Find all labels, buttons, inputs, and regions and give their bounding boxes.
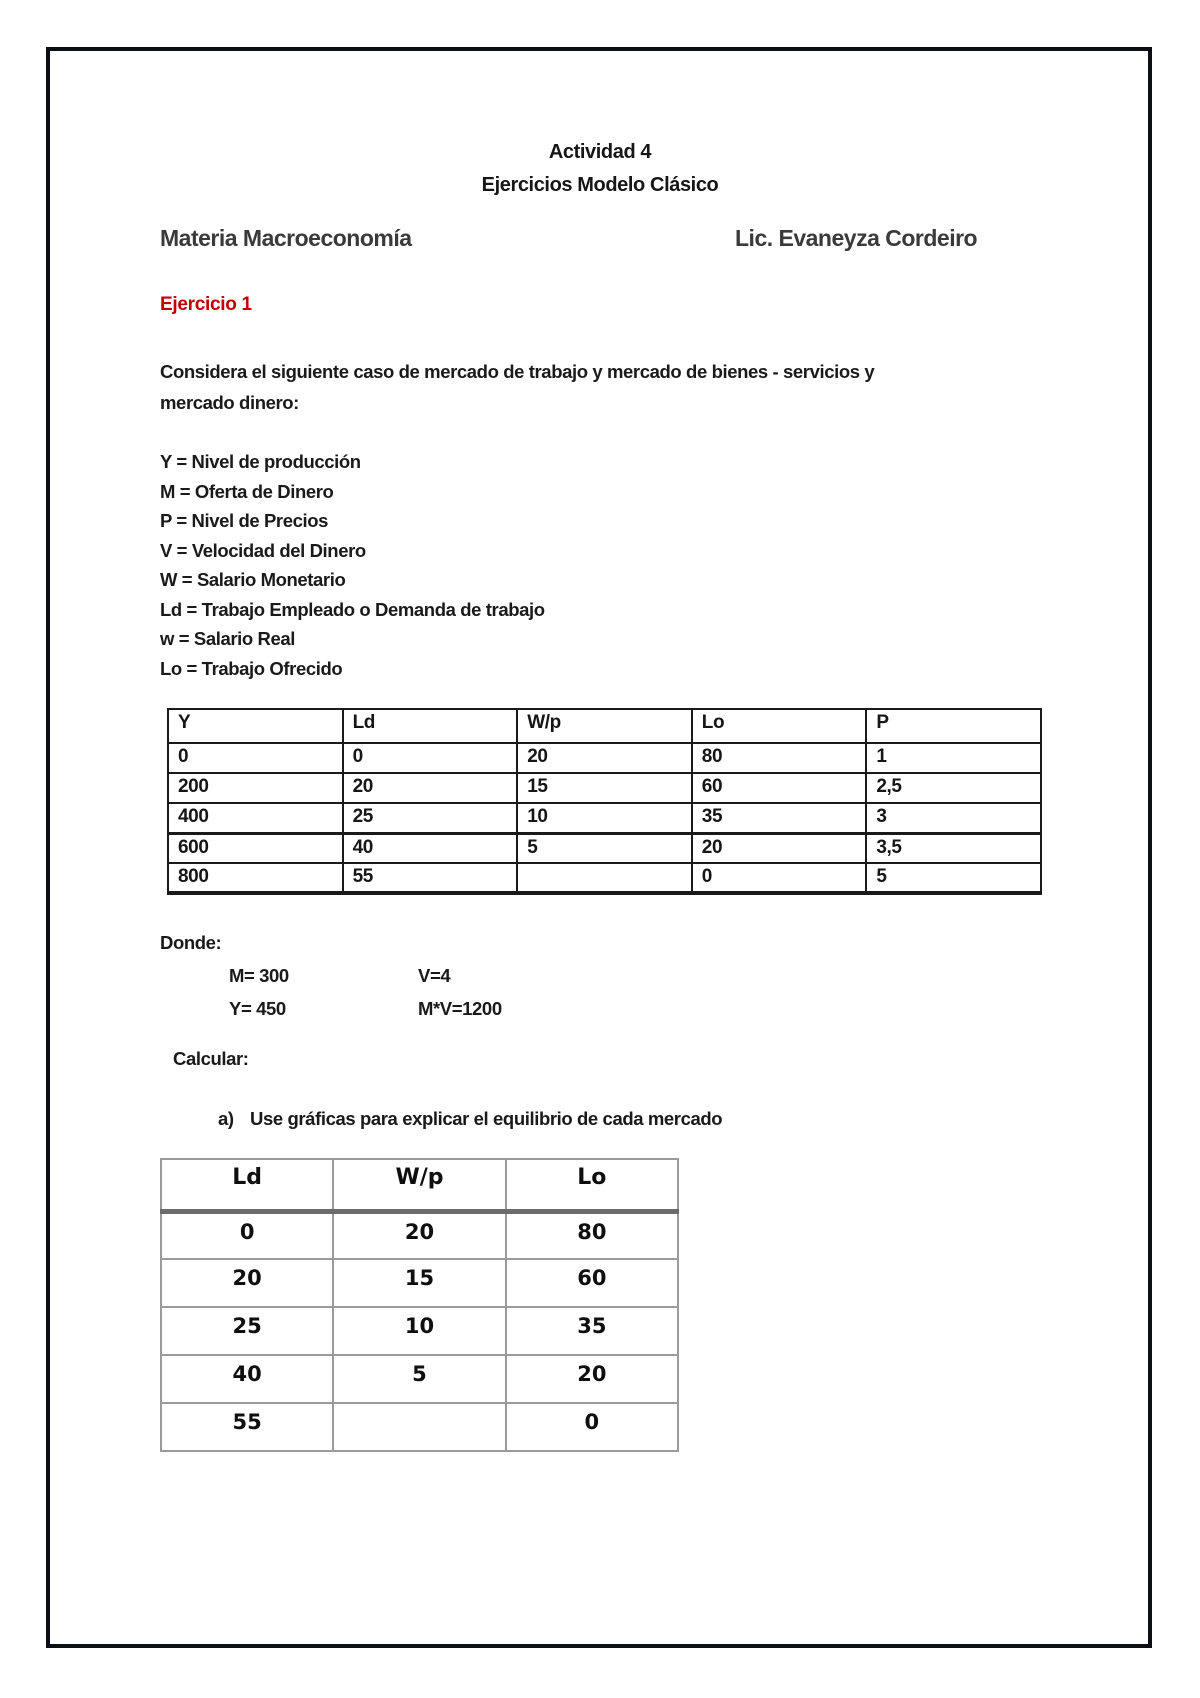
table-cell: 0 bbox=[341, 742, 519, 774]
column-header: Y bbox=[167, 708, 344, 744]
table-cell: 55 bbox=[159, 1402, 335, 1452]
table-cell: 200 bbox=[167, 772, 344, 804]
intro-paragraph: Considera el siguiente caso de mercado d… bbox=[160, 356, 875, 418]
table-cell bbox=[332, 1402, 507, 1452]
subject-label: Materia Macroeconomía bbox=[160, 225, 412, 251]
definition-item: w = Salario Real bbox=[160, 628, 295, 649]
list-item-a-text: Use gráficas para explicar el equilibrio… bbox=[250, 1108, 723, 1129]
table-cell: 80 bbox=[504, 1210, 680, 1260]
table-cell: 2,5 bbox=[865, 772, 1042, 804]
table-cell: 1 bbox=[865, 742, 1042, 774]
table-cell: 25 bbox=[159, 1306, 335, 1356]
intro-line2: mercado dinero: bbox=[160, 392, 299, 413]
table-cell: 40 bbox=[159, 1354, 335, 1404]
table-cell bbox=[516, 862, 693, 895]
teacher-name: Lic. Evaneyza Cordeiro bbox=[735, 225, 978, 251]
table-cell: 800 bbox=[167, 862, 344, 895]
definition-item: Lo = Trabajo Ofrecido bbox=[160, 657, 343, 679]
column-header: W/p bbox=[516, 708, 693, 744]
table-row: 25 10 35 bbox=[159, 1306, 680, 1356]
table-cell: 10 bbox=[516, 802, 693, 834]
given-value-y: Y= 450 bbox=[229, 998, 286, 1019]
table-cell: 20 bbox=[504, 1354, 680, 1404]
table-cell: 40 bbox=[341, 831, 519, 864]
exercise-heading: Ejercicio 1 bbox=[160, 294, 252, 315]
column-header: W/p bbox=[332, 1158, 507, 1214]
table-row: 400 25 10 35 3 bbox=[167, 802, 1042, 834]
calcular-label: Calcular: bbox=[173, 1048, 249, 1069]
data-table-main: Y Ld W/p Lo P 0 0 20 80 1 200 20 15 60 2… bbox=[167, 708, 1042, 895]
table-cell: 0 bbox=[159, 1210, 335, 1260]
column-header: Ld bbox=[159, 1158, 335, 1214]
table-cell: 20 bbox=[516, 742, 693, 774]
definition-item: M = Oferta de Dinero bbox=[160, 480, 334, 502]
table-cell: 20 bbox=[159, 1258, 335, 1308]
definition-item: W = Salario Monetario bbox=[160, 569, 346, 590]
table-cell: 15 bbox=[332, 1258, 507, 1308]
table-cell: 5 bbox=[516, 831, 693, 864]
document-title: Actividad 4 Ejercicios Modelo Clásico bbox=[160, 136, 1040, 202]
table-cell: 80 bbox=[690, 742, 868, 774]
definition-item: Ld = Trabajo Empleado o Demanda de traba… bbox=[160, 598, 545, 620]
definition-item: P = Nivel de Precios bbox=[160, 510, 329, 531]
list-item-a: a) Use gráficas para explicar el equilibr… bbox=[218, 1108, 723, 1130]
table-cell: 0 bbox=[167, 742, 344, 774]
table-cell: 20 bbox=[332, 1210, 507, 1260]
column-header: Ld bbox=[341, 708, 519, 744]
table-cell: 25 bbox=[341, 802, 519, 834]
intro-line1: Considera el siguiente caso de mercado d… bbox=[160, 361, 875, 382]
table-cell: 5 bbox=[332, 1354, 507, 1404]
table-row: 0 0 20 80 1 bbox=[167, 742, 1042, 774]
column-header: Lo bbox=[504, 1158, 680, 1214]
table-row: 40 5 20 bbox=[159, 1354, 680, 1404]
table-cell: 400 bbox=[167, 802, 344, 834]
table-cell: 55 bbox=[341, 862, 519, 895]
table-cell: 10 bbox=[332, 1306, 507, 1356]
variable-definitions: Y = Nivel de producción M = Oferta de Di… bbox=[160, 447, 545, 683]
definition-item: V = Velocidad del Dinero bbox=[160, 539, 366, 561]
table-cell: 20 bbox=[341, 772, 519, 804]
table-cell: 15 bbox=[516, 772, 693, 804]
list-item-a-marker: a) bbox=[218, 1108, 234, 1129]
data-table-labor-market: Ld W/p Lo 0 20 80 20 15 60 25 10 35 40 bbox=[159, 1158, 680, 1452]
table-cell: 60 bbox=[504, 1258, 680, 1308]
table-cell: 60 bbox=[690, 772, 868, 804]
table-cell: 35 bbox=[504, 1306, 680, 1356]
doc-title-line2: Ejercicios Modelo Clásico bbox=[481, 174, 719, 196]
page-border bbox=[46, 47, 1152, 1648]
table-cell: 0 bbox=[690, 862, 868, 895]
table-header-row: Y Ld W/p Lo P bbox=[167, 708, 1042, 744]
table-row: 600 40 5 20 3,5 bbox=[167, 831, 1042, 864]
given-value-mv: M*V=1200 bbox=[418, 998, 502, 1019]
table-cell: 3 bbox=[865, 802, 1042, 834]
given-value-m: M= 300 bbox=[229, 965, 289, 986]
table-row: 200 20 15 60 2,5 bbox=[167, 772, 1042, 804]
table-cell: 3,5 bbox=[865, 831, 1042, 864]
table-header-row: Ld W/p Lo bbox=[159, 1158, 680, 1214]
table-cell: 600 bbox=[167, 831, 344, 864]
table-cell: 5 bbox=[865, 862, 1042, 895]
given-value-v: V=4 bbox=[418, 965, 451, 986]
table-row: 20 15 60 bbox=[159, 1258, 680, 1308]
table-cell: 20 bbox=[690, 831, 868, 864]
column-header: Lo bbox=[690, 708, 868, 744]
column-header: P bbox=[865, 708, 1042, 744]
donde-label: Donde: bbox=[160, 932, 222, 953]
table-cell: 35 bbox=[690, 802, 868, 834]
table-cell: 0 bbox=[504, 1402, 680, 1452]
table-row: 800 55 0 5 bbox=[167, 862, 1042, 895]
doc-title-line1: Actividad 4 bbox=[548, 141, 652, 163]
table-row: 55 0 bbox=[159, 1402, 680, 1452]
definition-item: Y = Nivel de producción bbox=[160, 451, 361, 472]
table-row: 0 20 80 bbox=[159, 1210, 680, 1260]
